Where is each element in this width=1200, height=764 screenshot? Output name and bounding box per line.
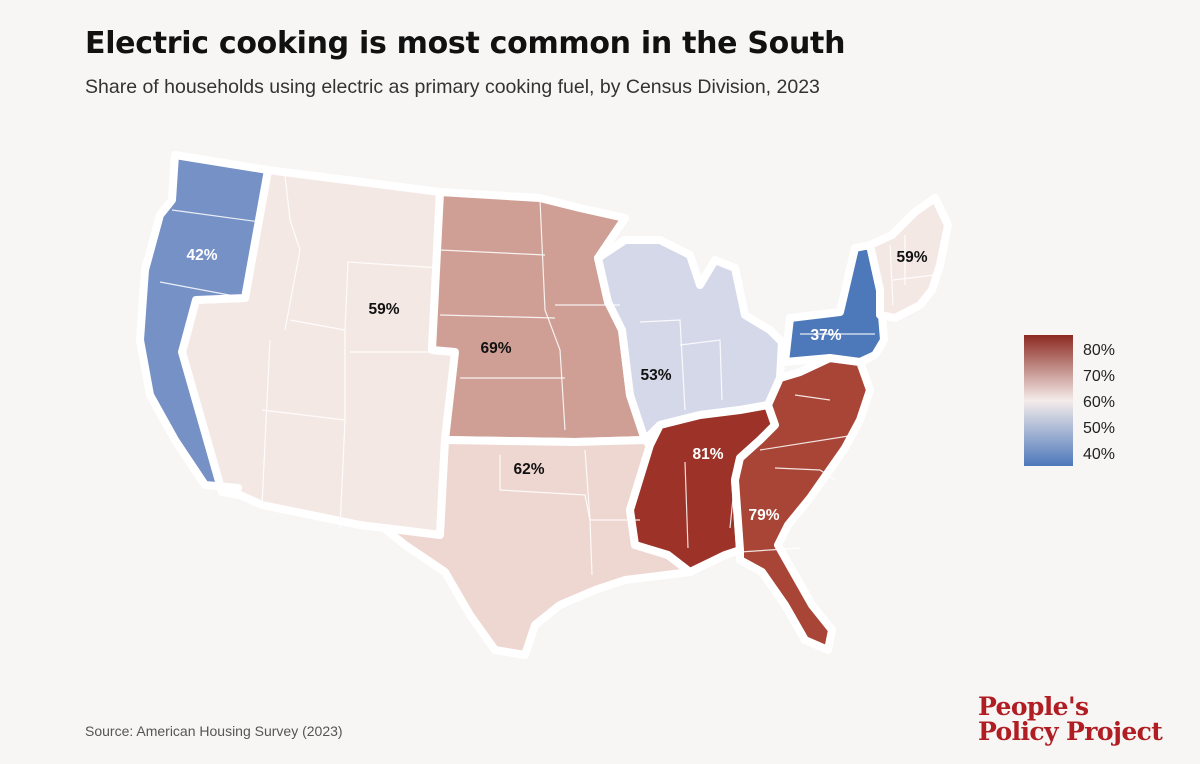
label-mountain: 59% — [368, 301, 399, 318]
legend-tick-70: 70% — [1083, 368, 1115, 385]
publisher-logo: People's Policy Project — [978, 692, 1163, 746]
label-east-north-central: 53% — [640, 367, 671, 384]
label-west-south-central: 62% — [513, 461, 544, 478]
legend-tick-40: 40% — [1083, 446, 1115, 463]
label-pacific: 42% — [186, 247, 217, 264]
label-middle-atlantic: 37% — [810, 327, 841, 344]
chart-subtitle: Share of households using electric as pr… — [85, 76, 820, 98]
region-middle-atlantic — [781, 241, 888, 366]
region-pacific — [136, 151, 272, 496]
label-new-england: 59% — [896, 249, 927, 266]
region-east-north-central — [594, 236, 786, 444]
label-east-south-central: 81% — [692, 446, 723, 463]
state-borders — [159, 174, 936, 576]
legend-tick-60: 60% — [1083, 394, 1115, 411]
label-west-north-central: 69% — [480, 340, 511, 357]
source-note: Source: American Housing Survey (2023) — [85, 723, 343, 739]
color-legend: 80% 70% 60% 50% 40% — [1024, 335, 1115, 466]
chart-title: Electric cooking is most common in the S… — [85, 26, 846, 61]
legend-color-bar — [1024, 335, 1073, 466]
region-new-england — [866, 194, 952, 322]
region-labels: 42% 59% 69% 62% 53% 81% 79% 37% 59% — [186, 247, 927, 524]
logo-line-2: Policy Project — [978, 717, 1163, 746]
legend-tick-50: 50% — [1083, 420, 1115, 437]
logo-line-1: People's — [978, 692, 1089, 721]
label-south-atlantic: 79% — [748, 507, 779, 524]
legend-tick-80: 80% — [1083, 342, 1115, 359]
